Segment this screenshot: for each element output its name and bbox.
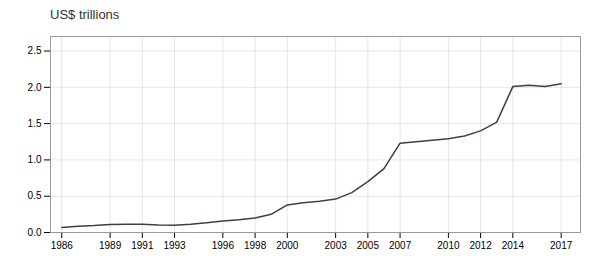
svg-text:1.5: 1.5: [28, 118, 42, 129]
svg-text:2007: 2007: [389, 240, 412, 251]
svg-text:2014: 2014: [502, 240, 525, 251]
svg-text:2.5: 2.5: [28, 45, 42, 56]
svg-text:2010: 2010: [437, 240, 460, 251]
html-text:US$ trillions: US$ trillions: [50, 7, 120, 22]
svg-text:1991: 1991: [131, 240, 154, 251]
svg-text:1996: 1996: [212, 240, 235, 251]
svg-text:2.0: 2.0: [28, 82, 42, 93]
svg-text:1993: 1993: [163, 240, 186, 251]
svg-text:2003: 2003: [325, 240, 348, 251]
svg-text:0.5: 0.5: [28, 190, 42, 201]
svg-text:1.0: 1.0: [28, 154, 42, 165]
svg-text:2005: 2005: [357, 240, 380, 251]
svg-text:0.0: 0.0: [28, 227, 42, 238]
svg-text:1998: 1998: [244, 240, 267, 251]
svg-text:1986: 1986: [51, 240, 74, 251]
svg-text:2000: 2000: [276, 240, 299, 251]
svg-text:1989: 1989: [99, 240, 122, 251]
svg-text:2012: 2012: [469, 240, 492, 251]
svg-text:2017: 2017: [550, 240, 573, 251]
